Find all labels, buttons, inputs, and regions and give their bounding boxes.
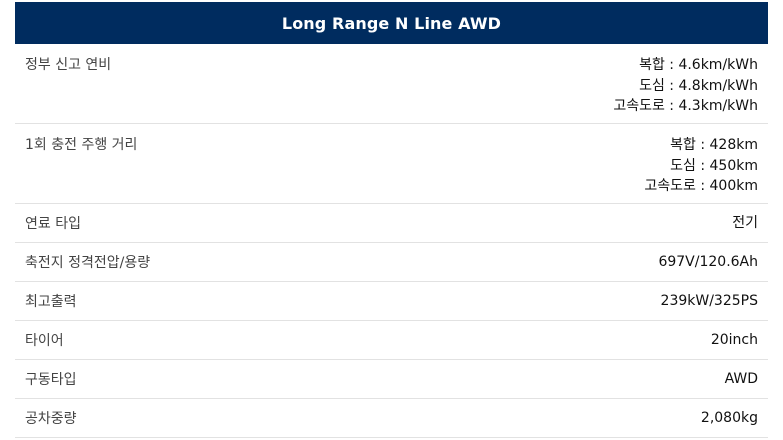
spec-row-driving-range: 1회 충전 주행 거리 복합 : 428km 도심 : 450km 고속도로 :… — [15, 124, 768, 204]
spec-value: 전기 — [732, 214, 758, 231]
spec-values: 복합 : 4.6km/kWh 도심 : 4.8km/kWh 고속도로 : 4.3… — [613, 55, 758, 117]
spec-row-max-power: 최고출력 239kW/325PS — [15, 282, 768, 321]
spec-values: 복합 : 428km 도심 : 450km 고속도로 : 400km — [644, 135, 758, 197]
spec-row-fuel-efficiency: 정부 신고 연비 복합 : 4.6km/kWh 도심 : 4.8km/kWh 고… — [15, 44, 768, 124]
spec-list: 정부 신고 연비 복합 : 4.6km/kWh 도심 : 4.8km/kWh 고… — [15, 44, 768, 438]
trim-title: Long Range N Line AWD — [281, 13, 502, 33]
spec-table-header: Long Range N Line AWD — [15, 2, 768, 44]
spec-value: 2,080kg — [700, 409, 758, 426]
spec-label: 축전지 정격전압/용량 — [25, 255, 151, 271]
spec-value: 239kW/325PS — [660, 292, 758, 309]
spec-value-highway: 고속도로 : 400km — [644, 178, 758, 194]
spec-value-combined: 복합 : 428km — [670, 137, 758, 153]
spec-label: 1회 충전 주행 거리 — [25, 137, 138, 153]
spec-row-drive-type: 구동타입 AWD — [15, 360, 768, 399]
spec-label: 정부 신고 연비 — [25, 57, 112, 73]
spec-row-curb-weight: 공차중량 2,080kg — [15, 399, 768, 438]
spec-value-city: 도심 : 4.8km/kWh — [639, 77, 758, 94]
spec-row-battery: 축전지 정격전압/용량 697V/120.6Ah — [15, 243, 768, 282]
spec-label: 공차중량 — [25, 411, 77, 427]
spec-label: 구동타입 — [25, 372, 77, 388]
spec-value-highway: 고속도로 : 4.3km/kWh — [613, 98, 758, 114]
spec-row-fuel-type: 연료 타입 전기 — [15, 204, 768, 243]
spec-value-combined: 복합 : 4.6km/kWh — [639, 57, 758, 73]
spec-label: 타이어 — [25, 333, 64, 349]
spec-value-city: 도심 : 450km — [670, 157, 758, 174]
spec-label: 연료 타입 — [25, 216, 81, 232]
spec-label: 최고출력 — [25, 294, 77, 310]
spec-value: 697V/120.6Ah — [658, 253, 758, 270]
spec-value: AWD — [724, 370, 758, 387]
spec-row-tire: 타이어 20inch — [15, 321, 768, 360]
spec-value: 20inch — [710, 331, 758, 348]
spec-table: Long Range N Line AWD 정부 신고 연비 복합 : 4.6k… — [15, 2, 768, 438]
